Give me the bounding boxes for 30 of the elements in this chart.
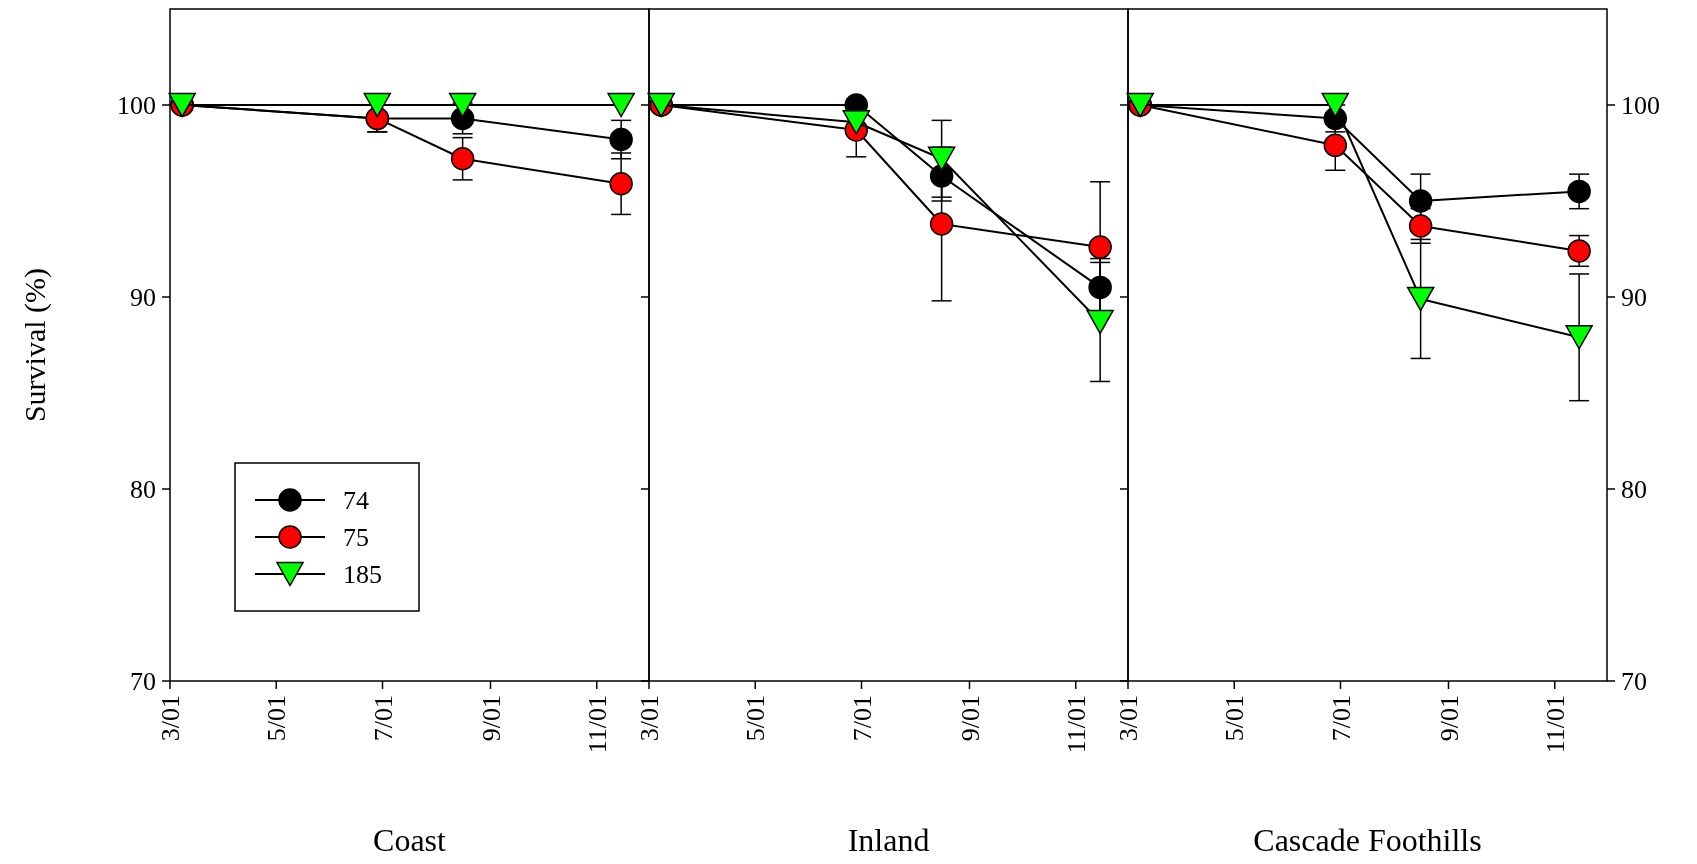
- y-tick-label: 90: [130, 283, 156, 313]
- y-axis-title: Survival (%): [18, 267, 52, 423]
- x-tick-label: 5/01: [262, 695, 292, 742]
- x-tick-label: 9/01: [1434, 695, 1464, 742]
- legend-label: 185: [343, 560, 382, 590]
- x-tick-label: 9/01: [476, 695, 506, 742]
- y-tick-label: 70: [130, 667, 156, 697]
- y-tick-label: 80: [130, 475, 156, 505]
- y2-tick-label: 90: [1621, 283, 1647, 313]
- x-axis-title: Inland: [847, 822, 930, 858]
- y-tick-label: 100: [117, 91, 156, 121]
- x-tick-label: 7/01: [847, 695, 877, 742]
- y2-tick-label: 100: [1621, 91, 1660, 121]
- x-tick-label: 7/01: [368, 695, 398, 742]
- x-tick-label: 5/01: [741, 695, 771, 742]
- x-tick-label: 11/01: [1061, 695, 1091, 754]
- legend-label: 75: [343, 523, 369, 553]
- y2-tick-label: 70: [1621, 667, 1647, 697]
- x-tick-label: 11/01: [582, 695, 612, 754]
- legend-label: 74: [343, 486, 369, 516]
- x-tick-label: 3/01: [1114, 695, 1144, 742]
- x-tick-label: 7/01: [1326, 695, 1356, 742]
- x-axis-title: Coast: [373, 822, 447, 858]
- x-tick-label: 11/01: [1540, 695, 1570, 754]
- x-axis-title: Cascade Foothills: [1253, 822, 1482, 858]
- x-tick-label: 3/01: [156, 695, 186, 742]
- x-tick-label: 3/01: [635, 695, 665, 742]
- x-tick-label: 5/01: [1220, 695, 1250, 742]
- y2-tick-label: 80: [1621, 475, 1647, 505]
- x-tick-label: 9/01: [955, 695, 985, 742]
